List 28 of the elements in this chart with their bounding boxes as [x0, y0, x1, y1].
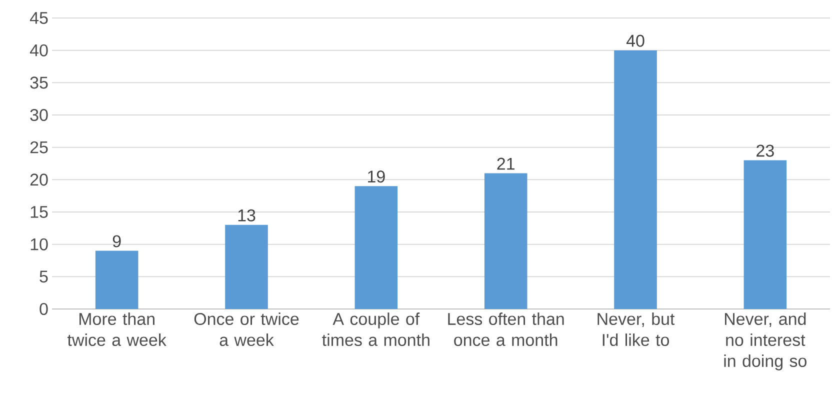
y-tick-label: 0 [40, 302, 48, 316]
x-tick-label: A couple of times a month [322, 312, 430, 346]
bar [354, 186, 398, 309]
x-tick-label: Once or twice a week [194, 312, 299, 346]
y-tick-label: 30 [30, 108, 48, 122]
x-tick-label: More than twice a week [67, 312, 166, 346]
data-label: 23 [756, 144, 774, 157]
data-label: 40 [626, 34, 644, 47]
y-tick-label: 10 [30, 238, 48, 250]
data-label: 19 [368, 170, 385, 183]
bar [484, 173, 528, 309]
bar [614, 50, 657, 309]
x-tick-label: Never, and no interest in doing so [724, 312, 806, 370]
bar [744, 160, 787, 309]
y-tick-label: 20 [30, 174, 48, 186]
data-label: 13 [238, 209, 256, 222]
x-tick-label: Less often than once a month [448, 312, 564, 346]
data-label: 21 [497, 158, 514, 170]
y-tick-label: 5 [40, 270, 48, 283]
bar [95, 250, 138, 309]
y-tick-label: 35 [30, 76, 48, 89]
y-tick-label: 15 [30, 206, 48, 218]
x-tick-label: Never, but I'd like to [598, 312, 675, 346]
data-label: 9 [112, 235, 121, 248]
y-tick-label: 25 [30, 141, 48, 154]
bar [225, 224, 268, 309]
y-tick-label: 40 [30, 44, 48, 56]
y-tick-label: 45 [30, 12, 48, 24]
